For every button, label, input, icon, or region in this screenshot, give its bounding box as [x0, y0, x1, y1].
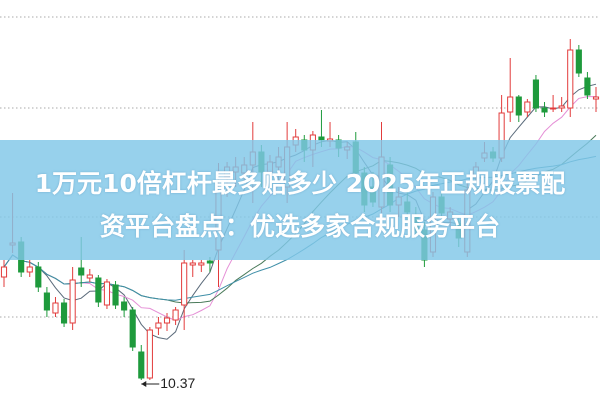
candle-up: [103, 281, 111, 306]
candle-up: [558, 105, 565, 109]
candle-up: [146, 329, 153, 379]
low-price-label: 10.37: [160, 375, 196, 391]
candle-up: [172, 309, 179, 321]
banner-title-line-2: 资平台盘点：优选多家合规服务平台: [99, 212, 500, 241]
candle-down: [60, 302, 68, 324]
candle-up: [507, 96, 514, 113]
candle-up: [0, 266, 8, 278]
candle-down: [121, 301, 128, 311]
candle-down: [35, 266, 42, 288]
candle-down: [78, 267, 85, 276]
candle-up: [524, 101, 531, 113]
candle-down: [532, 79, 540, 109]
candle-up: [69, 279, 76, 324]
candle-up: [198, 262, 205, 266]
candle-up: [189, 262, 196, 266]
candle-down: [541, 107, 548, 113]
candle-up: [181, 262, 188, 306]
candle-down: [138, 351, 145, 379]
title-banner: 1万元10倍杠杆最多赔多少 2025年正规股票配 资平台盘点：优选多家合规服务平…: [0, 140, 600, 260]
low-pointer-arrow-icon: [141, 381, 147, 387]
candle-up: [550, 107, 557, 110]
banner-title-line-1: 1万元10倍杠杆最多赔多少 2025年正规股票配: [34, 169, 566, 198]
candle-down: [43, 292, 50, 311]
candle-down: [515, 96, 522, 116]
candle-down: [575, 49, 582, 74]
candle-up: [592, 96, 600, 100]
candle-up: [26, 266, 33, 273]
candle-down: [129, 309, 136, 348]
candle-up: [155, 322, 162, 329]
candle-up: [86, 274, 93, 279]
candle-down: [95, 277, 102, 303]
candle-up: [163, 317, 171, 324]
candle-down: [112, 284, 119, 306]
candle-up: [567, 49, 574, 109]
candle-down: [206, 260, 213, 264]
candle-up: [52, 302, 59, 314]
candle-down: [584, 77, 591, 96]
